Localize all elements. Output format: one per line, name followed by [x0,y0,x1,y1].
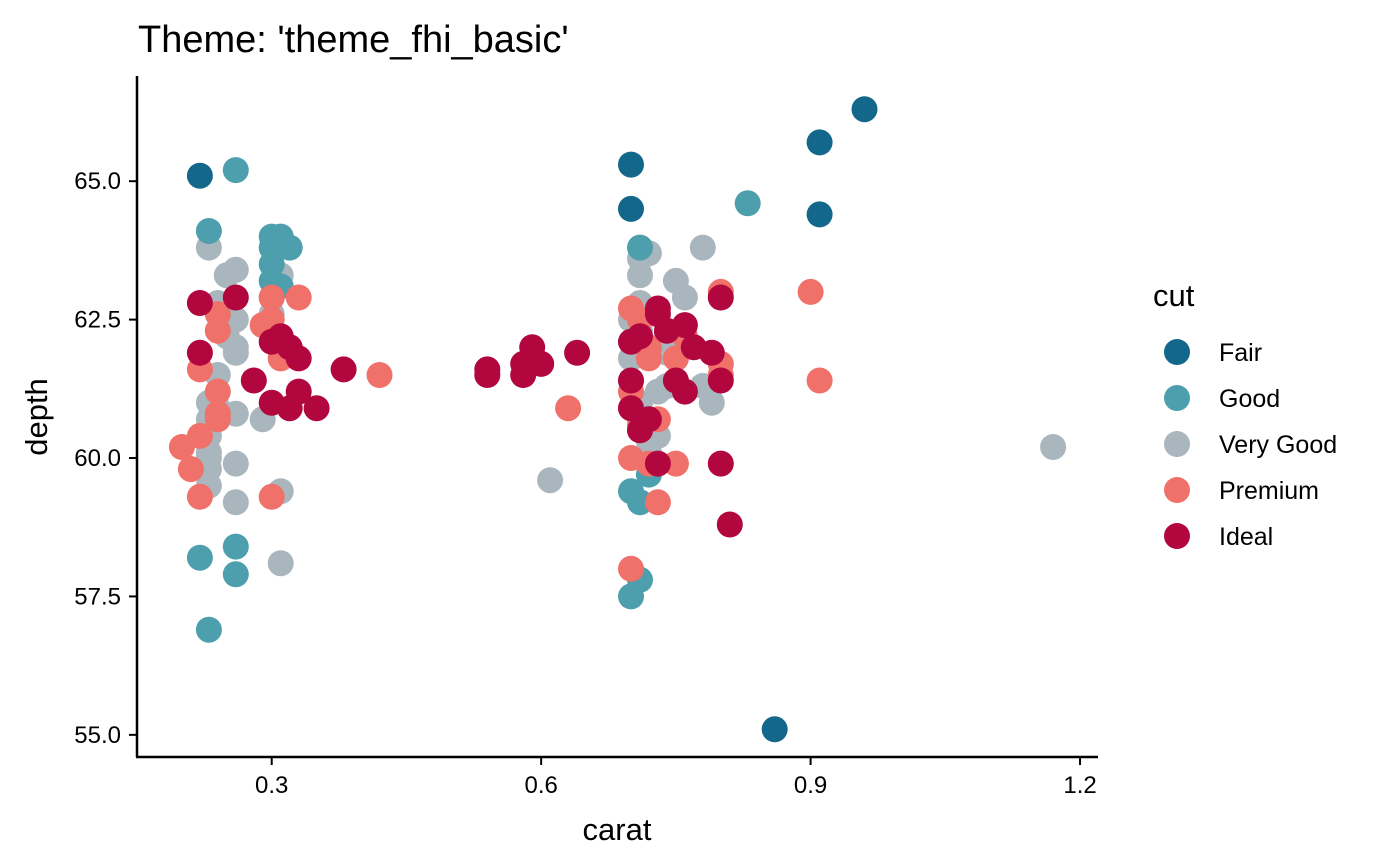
data-point-premium-2 [177,456,204,483]
data-point-ideal-18 [528,350,555,377]
chart-title: Theme: 'theme_fhi_basic' [138,19,569,61]
legend: cut Fair Good Very Good Premium Ideal [1153,278,1337,551]
data-point-premium-18 [555,395,582,422]
y-tick-label-2: 60.0 [74,445,121,472]
legend-key-good [1164,385,1190,411]
data-point-premium-4 [186,483,213,510]
x-tick-label-3: 1.2 [1063,772,1096,799]
x-tick-label-1: 0.6 [524,772,557,799]
data-point-very-good-29 [627,262,653,289]
y-axis-ticks: 55.0 57.5 60.0 62.5 65.0 [74,168,137,749]
data-point-fair-0 [186,162,213,189]
data-point-good-20 [618,583,644,610]
data-point-good-1 [222,157,249,184]
data-point-premium-16 [258,483,285,510]
data-point-ideal-32 [707,450,734,477]
x-axis-title: carat [583,812,652,847]
legend-label-fair: Fair [1219,339,1262,367]
data-point-premium-5 [204,378,231,405]
data-point-ideal-29 [698,339,725,366]
legend-key-ideal [1164,523,1190,549]
data-point-ideal-1 [186,339,213,366]
data-point-premium-29 [618,555,644,582]
data-point-fair-2 [618,195,644,222]
data-point-good-10 [186,544,213,571]
data-point-ideal-25 [671,312,698,339]
data-point-very-good-45 [689,234,716,261]
legend-label-good: Good [1219,385,1280,413]
x-tick-label-2: 0.9 [794,772,827,799]
data-point-very-good-48 [537,467,564,494]
data-point-ideal-7 [285,345,312,372]
data-point-premium-3 [186,422,213,449]
data-point-very-good-49 [1040,434,1067,460]
data-point-premium-22 [635,345,662,372]
legend-key-premium [1164,477,1190,503]
data-point-very-good-17 [222,489,249,516]
data-point-very-good-2 [222,256,249,283]
data-point-very-good-47 [698,389,725,416]
data-point-fair-3 [806,129,833,156]
data-point-ideal-11 [303,395,330,422]
data-point-fair-5 [806,201,833,228]
data-point-fair-1 [618,151,644,178]
data-point-fair-6 [761,716,788,743]
points-layer [168,96,1067,743]
y-tick-label-0: 55.0 [74,722,121,749]
data-point-good-18 [627,489,653,516]
y-tick-label-4: 65.0 [74,168,121,195]
data-point-ideal-38 [618,395,644,422]
data-point-very-good-7 [222,339,249,366]
legend-key-very-good [1164,431,1190,457]
y-tick-label-3: 62.5 [74,307,121,334]
data-point-ideal-0 [186,290,213,316]
data-point-very-good-16 [222,450,249,477]
data-point-ideal-21 [627,323,653,350]
data-point-ideal-37 [618,367,644,394]
data-point-ideal-35 [627,417,653,444]
x-axis-ticks: 0.3 0.6 0.9 1.2 [255,757,1097,799]
data-point-premium-28 [644,489,671,516]
data-point-ideal-19 [564,339,591,366]
data-point-good-13 [195,616,222,643]
data-point-good-12 [222,561,249,588]
data-point-premium-17 [366,362,393,388]
data-point-ideal-14 [474,356,501,383]
x-tick-label-0: 0.3 [255,772,288,799]
legend-title: cut [1153,278,1195,313]
legend-label-very-good: Very Good [1219,431,1337,459]
data-point-ideal-27 [671,378,698,405]
data-point-fair-4 [851,96,878,123]
data-point-ideal-12 [330,356,357,383]
y-tick-label-1: 57.5 [74,583,121,610]
data-point-ideal-2 [222,284,249,311]
data-point-premium-37 [797,278,824,305]
legend-label-ideal: Ideal [1219,523,1273,551]
legend-entries: Fair Good Very Good Premium Ideal [1164,339,1337,551]
data-point-good-11 [222,533,249,560]
data-point-ideal-31 [707,284,734,311]
data-point-good-15 [734,190,761,217]
data-point-good-5 [276,234,303,261]
data-point-ideal-33 [716,511,743,538]
data-point-ideal-30 [707,367,734,394]
data-point-ideal-36 [644,450,671,477]
data-point-good-14 [627,234,653,261]
legend-label-premium: Premium [1219,477,1319,505]
data-point-ideal-3 [240,367,267,394]
data-point-good-0 [195,218,222,244]
data-point-premium-38 [806,367,833,394]
data-point-very-good-44 [671,284,698,311]
y-axis-title: depth [19,378,54,456]
data-point-ideal-23 [644,295,671,322]
data-point-premium-10 [258,284,285,311]
legend-key-fair [1164,339,1190,365]
data-point-ideal-10 [258,389,285,416]
data-point-premium-15 [285,284,312,311]
data-point-premium-31 [662,450,689,477]
data-point-premium-7 [204,406,231,433]
data-point-very-good-20 [267,550,294,577]
